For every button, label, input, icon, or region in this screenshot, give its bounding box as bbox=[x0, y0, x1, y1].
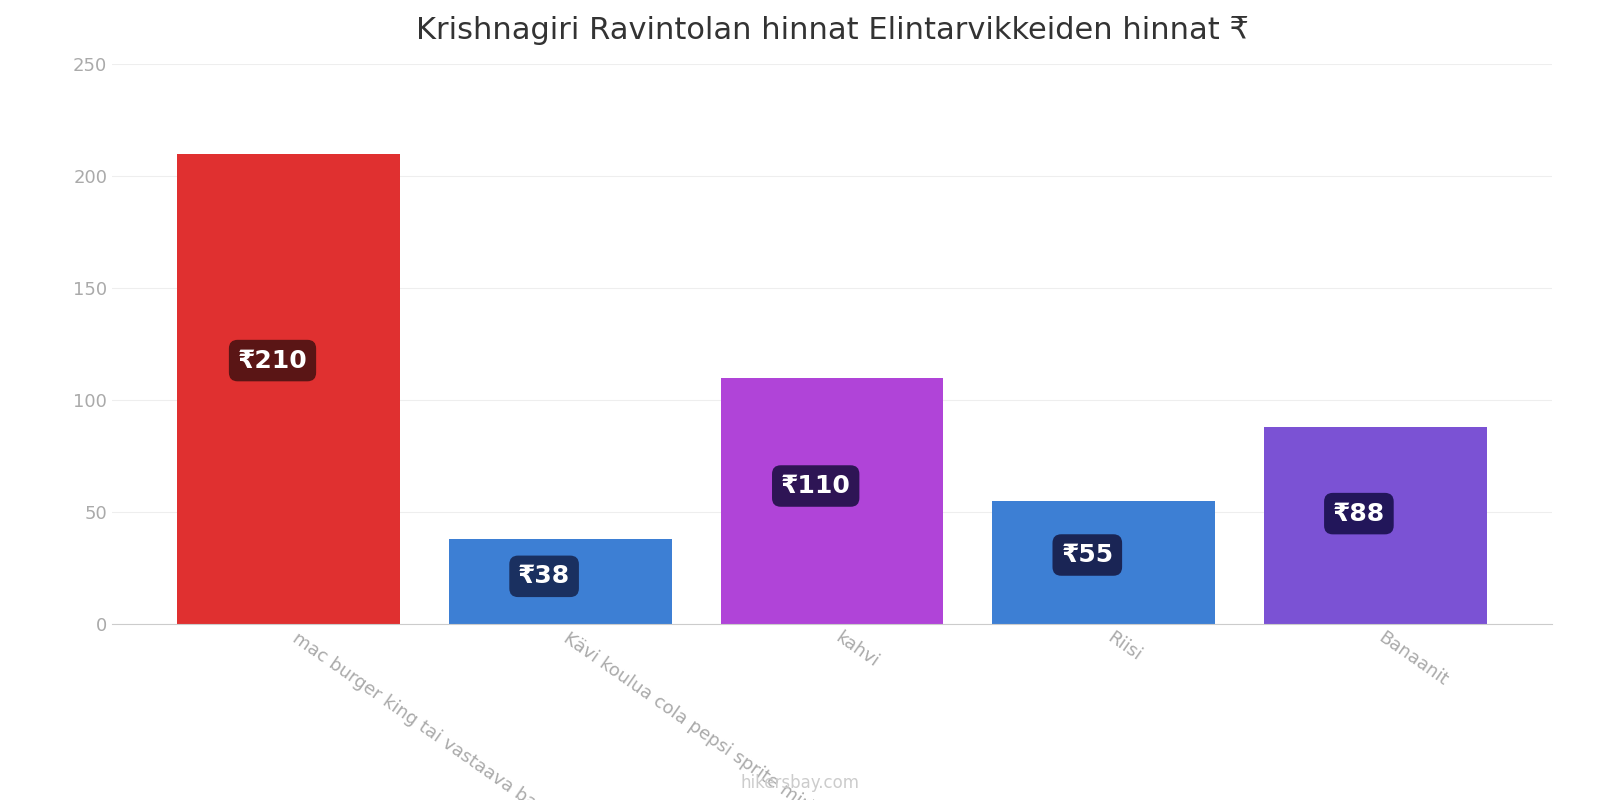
Text: ₹38: ₹38 bbox=[518, 564, 570, 588]
Text: ₹110: ₹110 bbox=[781, 474, 851, 498]
Title: Krishnagiri Ravintolan hinnat Elintarvikkeiden hinnat ₹: Krishnagiri Ravintolan hinnat Elintarvik… bbox=[416, 16, 1248, 45]
Bar bbox=[450, 539, 672, 624]
Bar bbox=[720, 378, 944, 624]
Text: ₹210: ₹210 bbox=[238, 349, 307, 373]
Bar bbox=[1264, 427, 1486, 624]
Bar bbox=[178, 154, 400, 624]
Text: hikersbay.com: hikersbay.com bbox=[741, 774, 859, 792]
Bar bbox=[992, 501, 1214, 624]
Text: ₹88: ₹88 bbox=[1333, 502, 1386, 526]
Text: ₹55: ₹55 bbox=[1061, 543, 1114, 567]
